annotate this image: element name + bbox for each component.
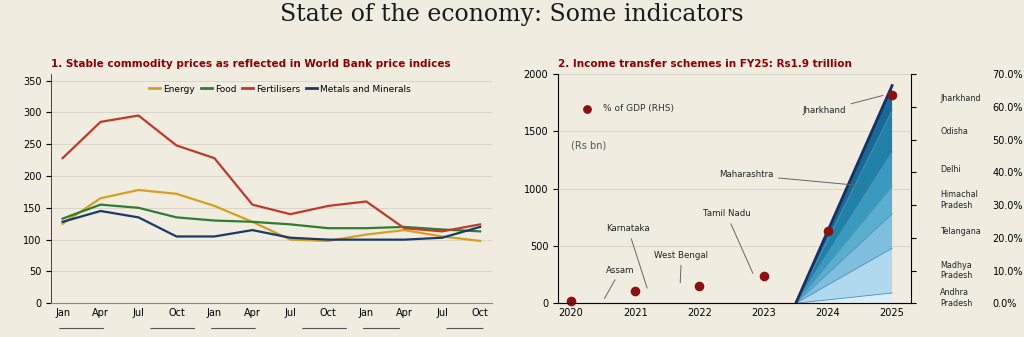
Metals and Minerals xyxy=(360,238,373,242)
Polygon shape xyxy=(796,214,892,303)
Food xyxy=(246,220,258,224)
Metals and Minerals xyxy=(398,238,411,242)
Food xyxy=(170,215,182,219)
Point xyxy=(819,228,836,234)
Food xyxy=(474,229,486,234)
Metals and Minerals xyxy=(285,236,297,240)
Text: Karnataka: Karnataka xyxy=(606,224,650,288)
Text: Maharashtra: Maharashtra xyxy=(719,171,867,186)
Energy xyxy=(246,220,258,224)
Fertilisers xyxy=(436,229,449,234)
Energy xyxy=(56,222,69,226)
Text: Delhi: Delhi xyxy=(940,165,961,174)
Metals and Minerals xyxy=(208,235,220,239)
Energy xyxy=(323,239,335,243)
Food xyxy=(94,203,106,207)
Fertilisers xyxy=(285,212,297,216)
Text: Telangana: Telangana xyxy=(940,226,981,236)
Text: (Rs bn): (Rs bn) xyxy=(571,141,606,151)
Metals and Minerals xyxy=(132,215,144,219)
Fertilisers xyxy=(132,114,144,118)
Polygon shape xyxy=(796,186,892,303)
Fertilisers xyxy=(474,222,486,226)
Food xyxy=(56,217,69,221)
Metals and Minerals xyxy=(323,238,335,242)
Line: Food: Food xyxy=(62,205,480,232)
Line: Fertilisers: Fertilisers xyxy=(62,116,480,232)
Point xyxy=(884,92,900,97)
Legend: Energy, Food, Fertilisers, Metals and Minerals: Energy, Food, Fertilisers, Metals and Mi… xyxy=(145,81,415,97)
Fertilisers xyxy=(398,226,411,230)
Food xyxy=(398,225,411,229)
Food xyxy=(323,226,335,230)
Text: Tamil Nadu: Tamil Nadu xyxy=(702,209,753,273)
Text: 1. Stable commodity prices as reflected in World Bank price indices: 1. Stable commodity prices as reflected … xyxy=(51,59,451,69)
Point xyxy=(579,106,595,111)
Fertilisers xyxy=(360,200,373,204)
Text: Himachal
Pradesh: Himachal Pradesh xyxy=(940,190,978,210)
Energy xyxy=(94,196,106,200)
Text: Odisha: Odisha xyxy=(940,127,968,136)
Polygon shape xyxy=(796,152,892,303)
Fertilisers xyxy=(56,156,69,160)
Energy xyxy=(132,188,144,192)
Energy xyxy=(285,238,297,242)
Text: West Bengal: West Bengal xyxy=(654,251,709,283)
Text: 2. Income transfer schemes in FY25: Rs1.9 trillion: 2. Income transfer schemes in FY25: Rs1.… xyxy=(558,59,852,69)
Energy xyxy=(170,192,182,196)
Fertilisers xyxy=(170,144,182,148)
Polygon shape xyxy=(796,248,892,303)
Fertilisers xyxy=(94,120,106,124)
Text: Madhya
Pradesh: Madhya Pradesh xyxy=(940,261,972,280)
Food xyxy=(285,222,297,226)
Text: % of GDP (RHS): % of GDP (RHS) xyxy=(603,104,674,113)
Text: Jharkhand: Jharkhand xyxy=(940,94,981,103)
Fertilisers xyxy=(246,203,258,207)
Text: Jharkhand: Jharkhand xyxy=(802,95,883,115)
Energy xyxy=(436,235,449,239)
Polygon shape xyxy=(796,86,892,303)
Line: Metals and Minerals: Metals and Minerals xyxy=(62,211,480,240)
Food xyxy=(208,218,220,222)
Point xyxy=(563,298,580,304)
Energy xyxy=(208,204,220,208)
Polygon shape xyxy=(796,293,892,303)
Food xyxy=(360,226,373,230)
Energy xyxy=(474,239,486,243)
Metals and Minerals xyxy=(436,236,449,240)
Metals and Minerals xyxy=(246,228,258,232)
Text: Assam: Assam xyxy=(604,266,635,299)
Metals and Minerals xyxy=(56,220,69,224)
Energy xyxy=(398,228,411,232)
Metals and Minerals xyxy=(474,225,486,229)
Fertilisers xyxy=(208,156,220,160)
Energy xyxy=(360,233,373,237)
Point xyxy=(756,273,772,278)
Metals and Minerals xyxy=(94,209,106,213)
Point xyxy=(627,288,643,294)
Text: Andhra
Pradesh: Andhra Pradesh xyxy=(940,288,972,308)
Text: State of the economy: Some indicators: State of the economy: Some indicators xyxy=(281,3,743,26)
Fertilisers xyxy=(323,204,335,208)
Line: Energy: Energy xyxy=(62,190,480,241)
Metals and Minerals xyxy=(170,235,182,239)
Food xyxy=(132,206,144,210)
Polygon shape xyxy=(796,111,892,303)
Point xyxy=(691,283,708,288)
Food xyxy=(436,227,449,232)
